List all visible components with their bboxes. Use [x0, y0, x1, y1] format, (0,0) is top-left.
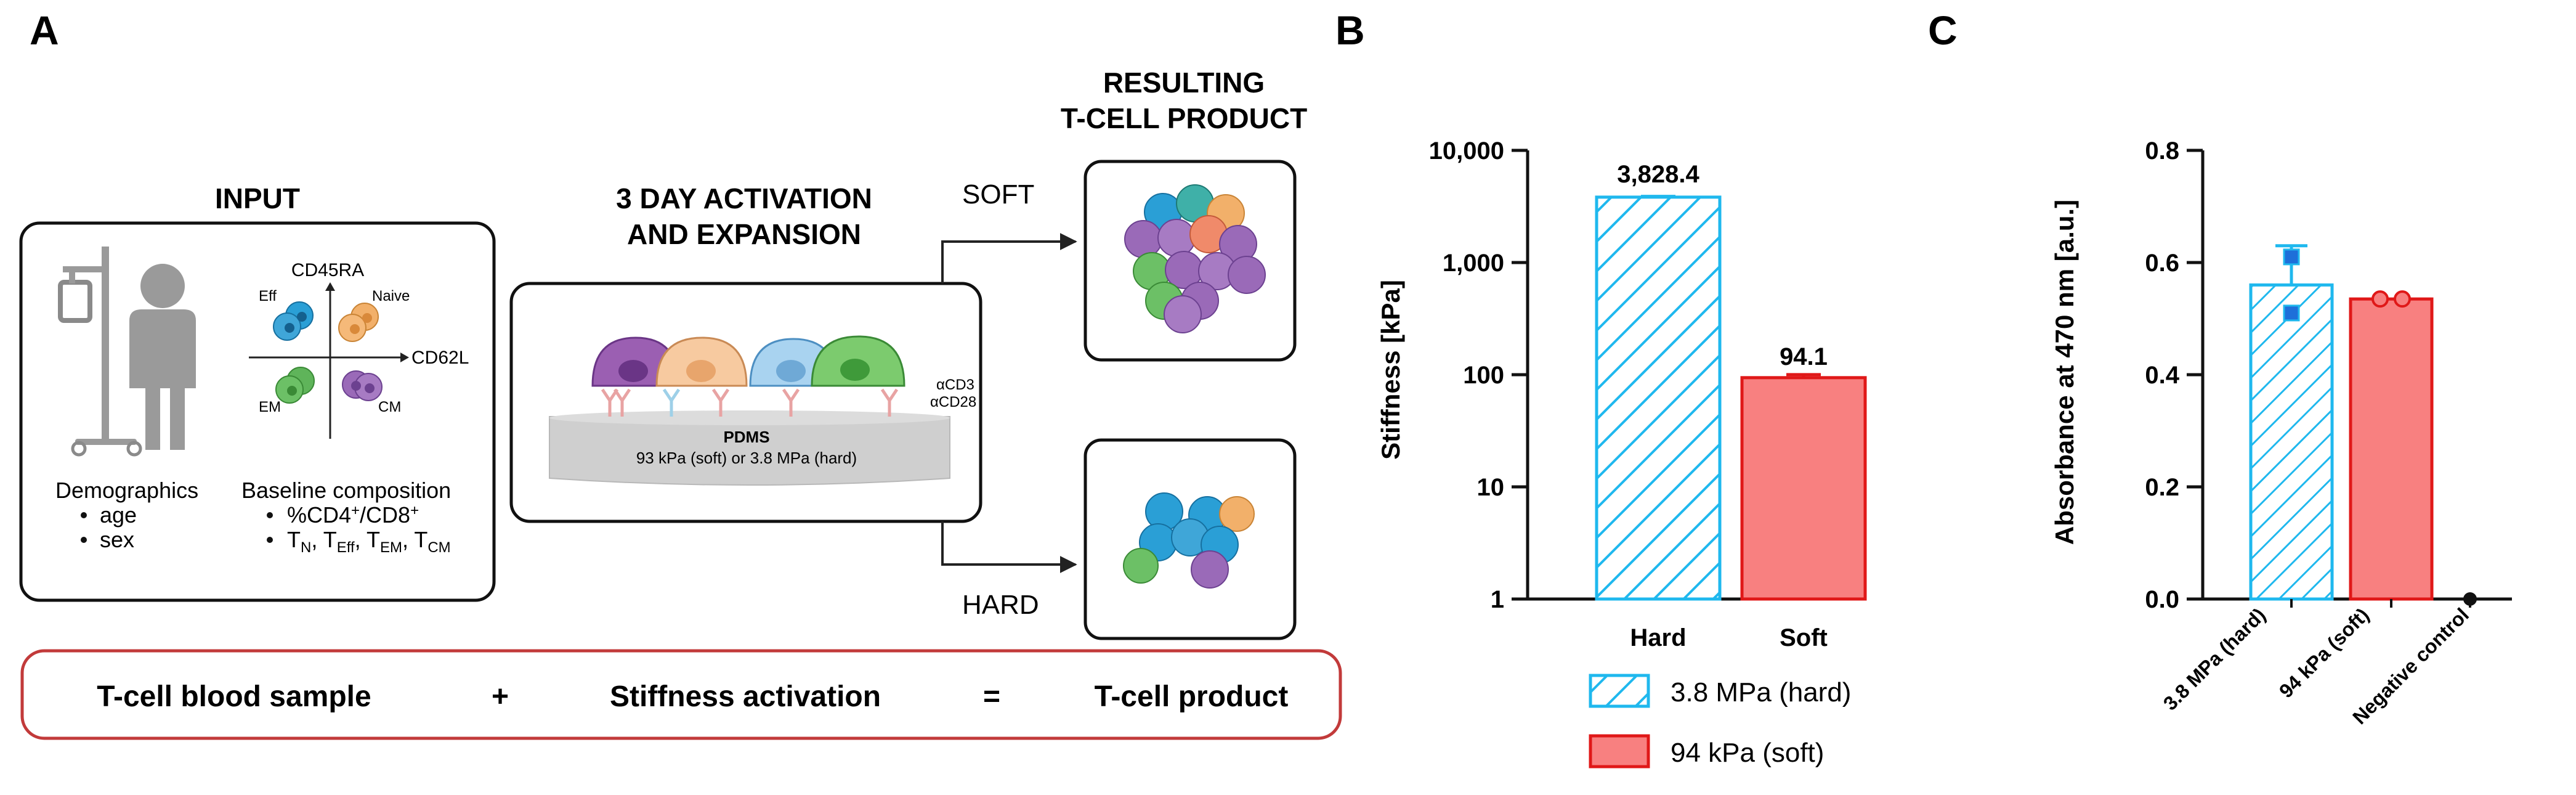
- antibody-label-2: αCD28: [930, 394, 976, 410]
- b-ytick-label: 1: [1491, 586, 1504, 613]
- b-legend-hard: 3.8 MPa (hard): [1671, 677, 1851, 707]
- c-point-soft: [2394, 290, 2411, 308]
- demographics-title: Demographics: [55, 478, 198, 503]
- c-ylabel: Absorbance at 470 nm [a.u.]: [2050, 200, 2079, 545]
- pdms-label: PDMS: [723, 428, 769, 446]
- b-ylabel: Stiffness [kPa]: [1376, 280, 1405, 460]
- bullet-sex: [81, 537, 87, 543]
- c-point-hard: [2283, 248, 2300, 266]
- pdms-top: [549, 410, 950, 425]
- panel-label-b: B: [1335, 7, 1365, 53]
- quad-eff-label: Eff: [259, 288, 277, 304]
- chart-b: Stiffness [kPa] 1 10 100 1,000 10,000 Hard S…: [1376, 137, 1867, 768]
- b-ytick-label: 10: [1477, 474, 1505, 501]
- quad-naive-label: Naive: [372, 288, 410, 304]
- b-legend-swatch-hard: [1589, 674, 1650, 708]
- b-ytick-label: 10,000: [1429, 137, 1504, 165]
- result-title-1: RESULTING: [1103, 67, 1265, 99]
- cell-cluster-naive: [338, 303, 379, 342]
- quad-cm-label: CM: [378, 399, 401, 415]
- c-bar-hard: [2249, 283, 2334, 601]
- c-bar-soft: [2349, 297, 2434, 601]
- pdms-detail: 93 kPa (soft) or 3.8 MPa (hard): [636, 449, 857, 467]
- bullet-t-subsets: [267, 537, 273, 543]
- c-ytick-label: 0.6: [2145, 250, 2179, 277]
- cell-cluster-eff: [273, 301, 314, 341]
- baseline-t-subsets: TN, TEff, TEM, TCM: [287, 527, 451, 556]
- cell-cluster-em: [275, 367, 315, 404]
- patient-icon: [58, 247, 196, 457]
- activation-box: [509, 282, 982, 523]
- equation-term-3: T-cell product: [1095, 680, 1289, 713]
- panel-label-c: C: [1928, 7, 1958, 53]
- antibodies: [601, 388, 899, 417]
- branch-arrows: [941, 233, 1077, 573]
- b-legend-soft: 94 kPa (soft): [1671, 738, 1824, 768]
- equation-plus: +: [492, 680, 509, 713]
- bullet-cd4-cd8: [267, 512, 273, 518]
- b-ytick-label: 100: [1463, 362, 1504, 389]
- soft-result-cells: [1124, 184, 1266, 333]
- b-xtick-hard: Hard: [1630, 624, 1686, 651]
- baseline-cd4-cd8: %CD4+/CD8+: [287, 502, 419, 528]
- activated-cells: [591, 335, 905, 387]
- c-ytick-label: 0.8: [2145, 137, 2179, 165]
- b-xtick-soft: Soft: [1780, 624, 1828, 651]
- b-bar-hard: [1595, 195, 1722, 601]
- b-legend-swatch-soft: [1589, 734, 1650, 768]
- bullet-age: [81, 512, 87, 518]
- equation-term-2: Stiffness activation: [610, 680, 881, 713]
- c-xtick-soft: 94 kPa (soft): [2275, 603, 2373, 702]
- hard-result-cells: [1123, 492, 1255, 589]
- equation-box: [20, 649, 1342, 740]
- panel-label-a: A: [30, 7, 59, 53]
- cd62l-label: CD62L: [411, 348, 469, 368]
- activation-title-1: 3 DAY ACTIVATION: [616, 182, 872, 214]
- cell-cluster-cm: [342, 370, 383, 401]
- cd45ra-label: CD45RA: [291, 260, 364, 280]
- c-point-hard: [2283, 304, 2300, 322]
- baseline-title: Baseline composition: [241, 478, 451, 503]
- activation-title-2: AND EXPANSION: [627, 218, 861, 250]
- c-ytick-label: 0.0: [2145, 586, 2179, 613]
- quadrant-plot: CD45RA CD62L Eff Naive EM CM: [249, 260, 469, 439]
- input-title: INPUT: [215, 182, 300, 214]
- demographics-age: age: [100, 502, 137, 528]
- pdms-substrate: [549, 416, 950, 486]
- quad-em-label: EM: [259, 399, 281, 415]
- c-point-soft: [2371, 290, 2389, 308]
- equation-term-1: T-cell blood sample: [97, 680, 371, 713]
- antibody-label-1: αCD3: [936, 377, 974, 393]
- result-title-2: T-CELL PRODUCT: [1061, 102, 1307, 134]
- c-ytick-label: 0.2: [2145, 474, 2179, 501]
- b-datalabel-hard: 3,828.4: [1617, 161, 1699, 188]
- branch-soft-label: SOFT: [962, 179, 1034, 210]
- b-datalabel-soft: 94.1: [1780, 343, 1828, 370]
- c-ytick-label: 0.4: [2145, 362, 2179, 389]
- b-ytick-label: 1,000: [1443, 250, 1504, 277]
- equation-equals: =: [983, 680, 1000, 713]
- branch-hard-label: HARD: [962, 590, 1039, 620]
- demographics-sex: sex: [100, 527, 134, 552]
- c-xtick-hard: 3.8 MPa (hard): [2159, 603, 2270, 714]
- chart-c: Absorbance at 470 nm [a.u.] 0.0 0.2 0.4 0.6…: [2050, 137, 2512, 728]
- b-bar-soft: [1740, 376, 1867, 601]
